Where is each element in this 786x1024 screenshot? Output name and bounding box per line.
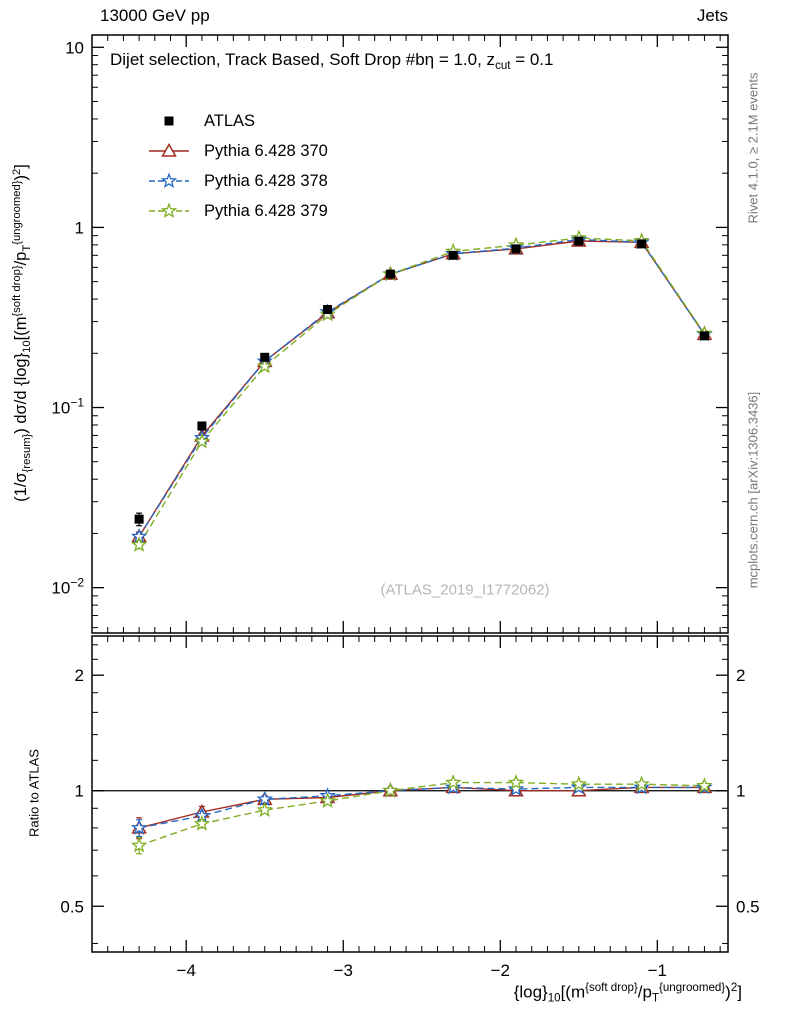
- legend-item-pythia-378: Pythia 6.428 378: [146, 166, 328, 196]
- svg-text:10−1: 10−1: [51, 396, 84, 418]
- beam-energy-label: 13000 GeV pp: [100, 6, 210, 25]
- x-axis-label: {log}10[(m{soft drop}/pT{ungroomed})2]: [513, 982, 742, 1005]
- svg-text:2: 2: [736, 666, 745, 685]
- legend-label: Pythia 6.428 370: [204, 141, 328, 160]
- legend-label: ATLAS: [204, 111, 256, 130]
- legend-label: Pythia 6.428 378: [204, 171, 328, 190]
- pythia-370-marker-icon: [149, 142, 189, 157]
- svg-text:1: 1: [75, 218, 84, 237]
- svg-text:10−2: 10−2: [51, 576, 84, 598]
- svg-text:0.5: 0.5: [60, 897, 84, 916]
- legend-item-pythia-379: Pythia 6.428 379: [146, 196, 328, 226]
- svg-text:−1: −1: [648, 961, 667, 980]
- legend-item-pythia-370: Pythia 6.428 370: [146, 136, 328, 166]
- svg-text:1: 1: [736, 782, 745, 801]
- analysis-group-label: Jets: [696, 6, 728, 25]
- svg-text:−2: −2: [491, 961, 510, 980]
- y-axis-label: (1/σ{resum}) dσ/d {log}10[(m{soft drop}/…: [10, 164, 34, 502]
- atlas-marker-icon: [164, 116, 174, 126]
- svg-text:−3: −3: [334, 961, 353, 980]
- legend-item-atlas: ATLAS: [146, 106, 328, 136]
- svg-text:2: 2: [75, 666, 84, 685]
- plot-title: Dijet selection, Track Based, Soft Drop …: [110, 50, 554, 73]
- svg-text:10: 10: [65, 38, 84, 57]
- pythia-379-marker-icon: [149, 202, 189, 218]
- svg-text:0.5: 0.5: [736, 897, 760, 916]
- analysis-id-watermark: (ATLAS_2019_I1772062): [380, 581, 550, 599]
- svg-text:1: 1: [75, 782, 84, 801]
- rivet-version-note: Rivet 4.1.0, ≥ 2.1M events: [745, 72, 761, 224]
- legend: ATLAS Pythia 6.428 370 Pythia 6.428 378 …: [146, 106, 328, 226]
- ratio-axis-label: Ratio to ATLAS: [26, 749, 42, 837]
- legend-label: Pythia 6.428 379: [204, 201, 328, 220]
- pythia-378-marker-icon: [149, 172, 189, 188]
- svg-text:−4: −4: [177, 961, 196, 980]
- mcplots-attribution-note: mcplots.cern.ch [arXiv:1306.3436]: [745, 391, 761, 589]
